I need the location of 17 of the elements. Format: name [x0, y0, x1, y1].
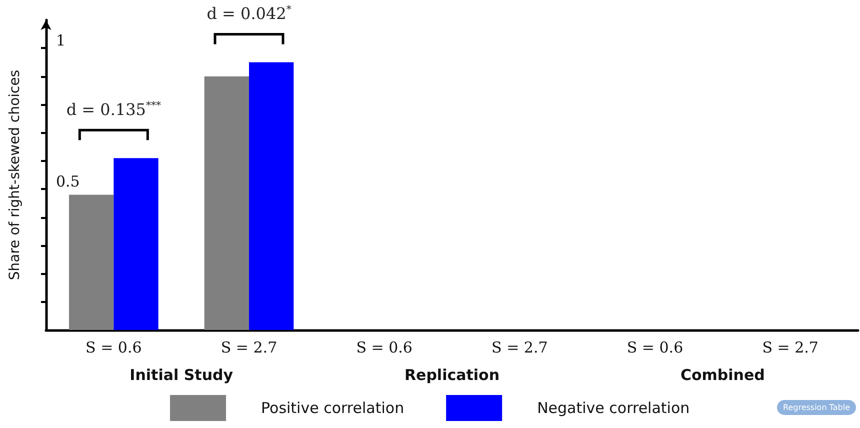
legend-label: Negative correlation — [537, 399, 690, 417]
text: Combined — [680, 366, 765, 384]
text: Replication — [404, 366, 500, 384]
x-tick-label: S = 0.6 — [86, 338, 142, 356]
y-tick-label: 0.5 — [56, 172, 80, 191]
x-tick-label: S = 2.7 — [492, 338, 548, 356]
y-axis-title: Share of right-skewed choices — [7, 70, 23, 280]
y-tick-label: 1 — [56, 32, 66, 50]
annotation: d = 0.135$^{***}$ — [66, 100, 161, 120]
x-tick-label: S = 0.6 — [356, 338, 412, 356]
annotation: d = 0.042$^{*}$ — [206, 4, 292, 24]
x-tick-label: S = 2.7 — [220, 338, 278, 356]
text: Initial Study — [130, 366, 234, 384]
x-tick-label: S = 2.7 — [762, 338, 818, 356]
text: Regression Table — [777, 400, 856, 415]
x-tick-label: S = 0.6 — [626, 338, 684, 356]
legend-label: Positive correlation — [261, 399, 404, 417]
